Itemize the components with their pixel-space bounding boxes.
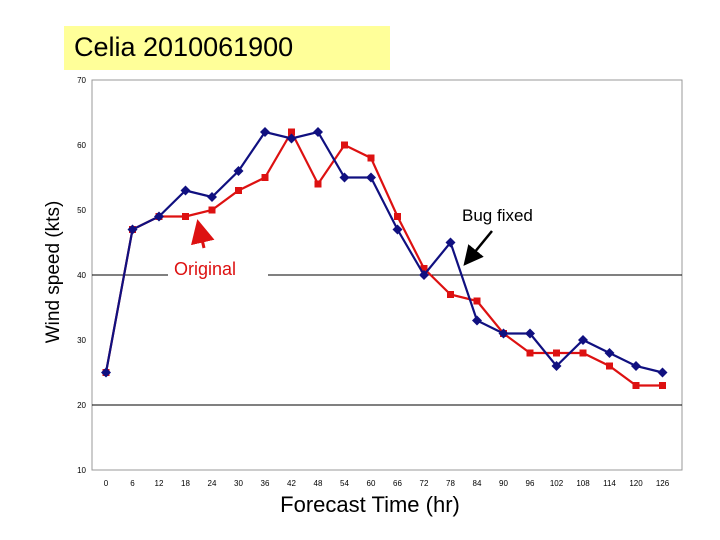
data-point — [498, 328, 509, 339]
data-point — [101, 367, 111, 378]
data-point — [127, 224, 138, 235]
original-arrow — [191, 219, 215, 249]
x-tick-label: 6 — [130, 479, 135, 488]
data-point — [314, 180, 322, 188]
x-tick-label: 42 — [287, 479, 296, 488]
data-point — [154, 211, 164, 222]
data-point — [288, 128, 295, 136]
y-tick-label: 40 — [77, 271, 86, 280]
x-tick-label: 66 — [393, 479, 402, 488]
x-tick-label: 90 — [499, 479, 508, 488]
original-label-bg — [168, 254, 268, 282]
data-point — [208, 206, 216, 214]
data-point — [394, 213, 401, 220]
data-point — [447, 291, 454, 298]
x-tick-label: 12 — [155, 479, 164, 488]
y-tick-label: 70 — [77, 76, 86, 85]
y-tick-label: 10 — [77, 466, 86, 475]
series-bug-fixed — [101, 127, 668, 378]
chart-title: Celia 2010061900 — [74, 32, 294, 62]
data-point — [313, 127, 323, 137]
data-point — [260, 127, 270, 137]
x-tick-label: 120 — [629, 479, 643, 488]
data-point — [366, 172, 376, 183]
data-point — [392, 224, 403, 235]
data-point — [657, 367, 668, 378]
data-point — [180, 185, 191, 196]
x-tick-label: 36 — [261, 479, 270, 488]
data-point — [207, 192, 217, 202]
data-point — [286, 133, 297, 144]
data-point — [261, 174, 269, 181]
x-tick-label: 78 — [446, 479, 455, 488]
x-tick-label: 126 — [656, 479, 670, 488]
x-tick-label: 48 — [314, 479, 323, 488]
data-point — [606, 362, 613, 370]
x-tick-label: 114 — [603, 479, 616, 488]
data-point — [631, 361, 641, 371]
y-tick-label: 50 — [77, 206, 86, 215]
data-point — [553, 349, 560, 357]
data-point — [604, 348, 615, 358]
data-point — [632, 382, 640, 389]
data-point — [235, 187, 242, 194]
data-point — [579, 349, 587, 357]
x-tick-label: 108 — [576, 479, 590, 488]
data-point — [339, 172, 350, 183]
data-point — [659, 382, 666, 389]
x-tick-label: 24 — [208, 479, 217, 488]
series-line — [104, 130, 663, 374]
x-tick-label: 30 — [234, 479, 243, 488]
bug-fixed-arrow — [463, 230, 493, 266]
x-tick-label: 54 — [340, 479, 349, 488]
x-tick-label: 18 — [181, 479, 190, 488]
data-point — [551, 361, 562, 371]
y-tick-label: 20 — [77, 401, 86, 410]
annotation-original: Original — [174, 259, 236, 279]
data-point — [578, 335, 588, 345]
data-point — [233, 166, 244, 176]
data-point — [525, 328, 535, 339]
x-tick-label: 96 — [526, 479, 535, 488]
annotation-bug-fixed: Bug fixed — [462, 206, 533, 225]
data-point — [419, 270, 429, 280]
data-point — [182, 213, 189, 220]
x-tick-label: 84 — [473, 479, 482, 488]
x-tick-label: 60 — [367, 479, 376, 488]
data-point — [420, 265, 428, 272]
data-point — [341, 141, 348, 149]
title-box: Celia 2010061900 — [64, 26, 390, 70]
x-tick-label: 72 — [420, 479, 429, 488]
data-point — [473, 297, 481, 305]
x-axis-label: Forecast Time (hr) — [280, 492, 460, 517]
y-tick-label: 60 — [77, 141, 86, 150]
x-tick-label: 0 — [104, 479, 109, 488]
data-point — [445, 237, 456, 248]
data-point — [526, 349, 534, 357]
x-tick-label: 102 — [550, 479, 564, 488]
y-tick-label: 30 — [77, 336, 86, 345]
data-point — [367, 154, 375, 162]
data-point — [472, 315, 482, 326]
